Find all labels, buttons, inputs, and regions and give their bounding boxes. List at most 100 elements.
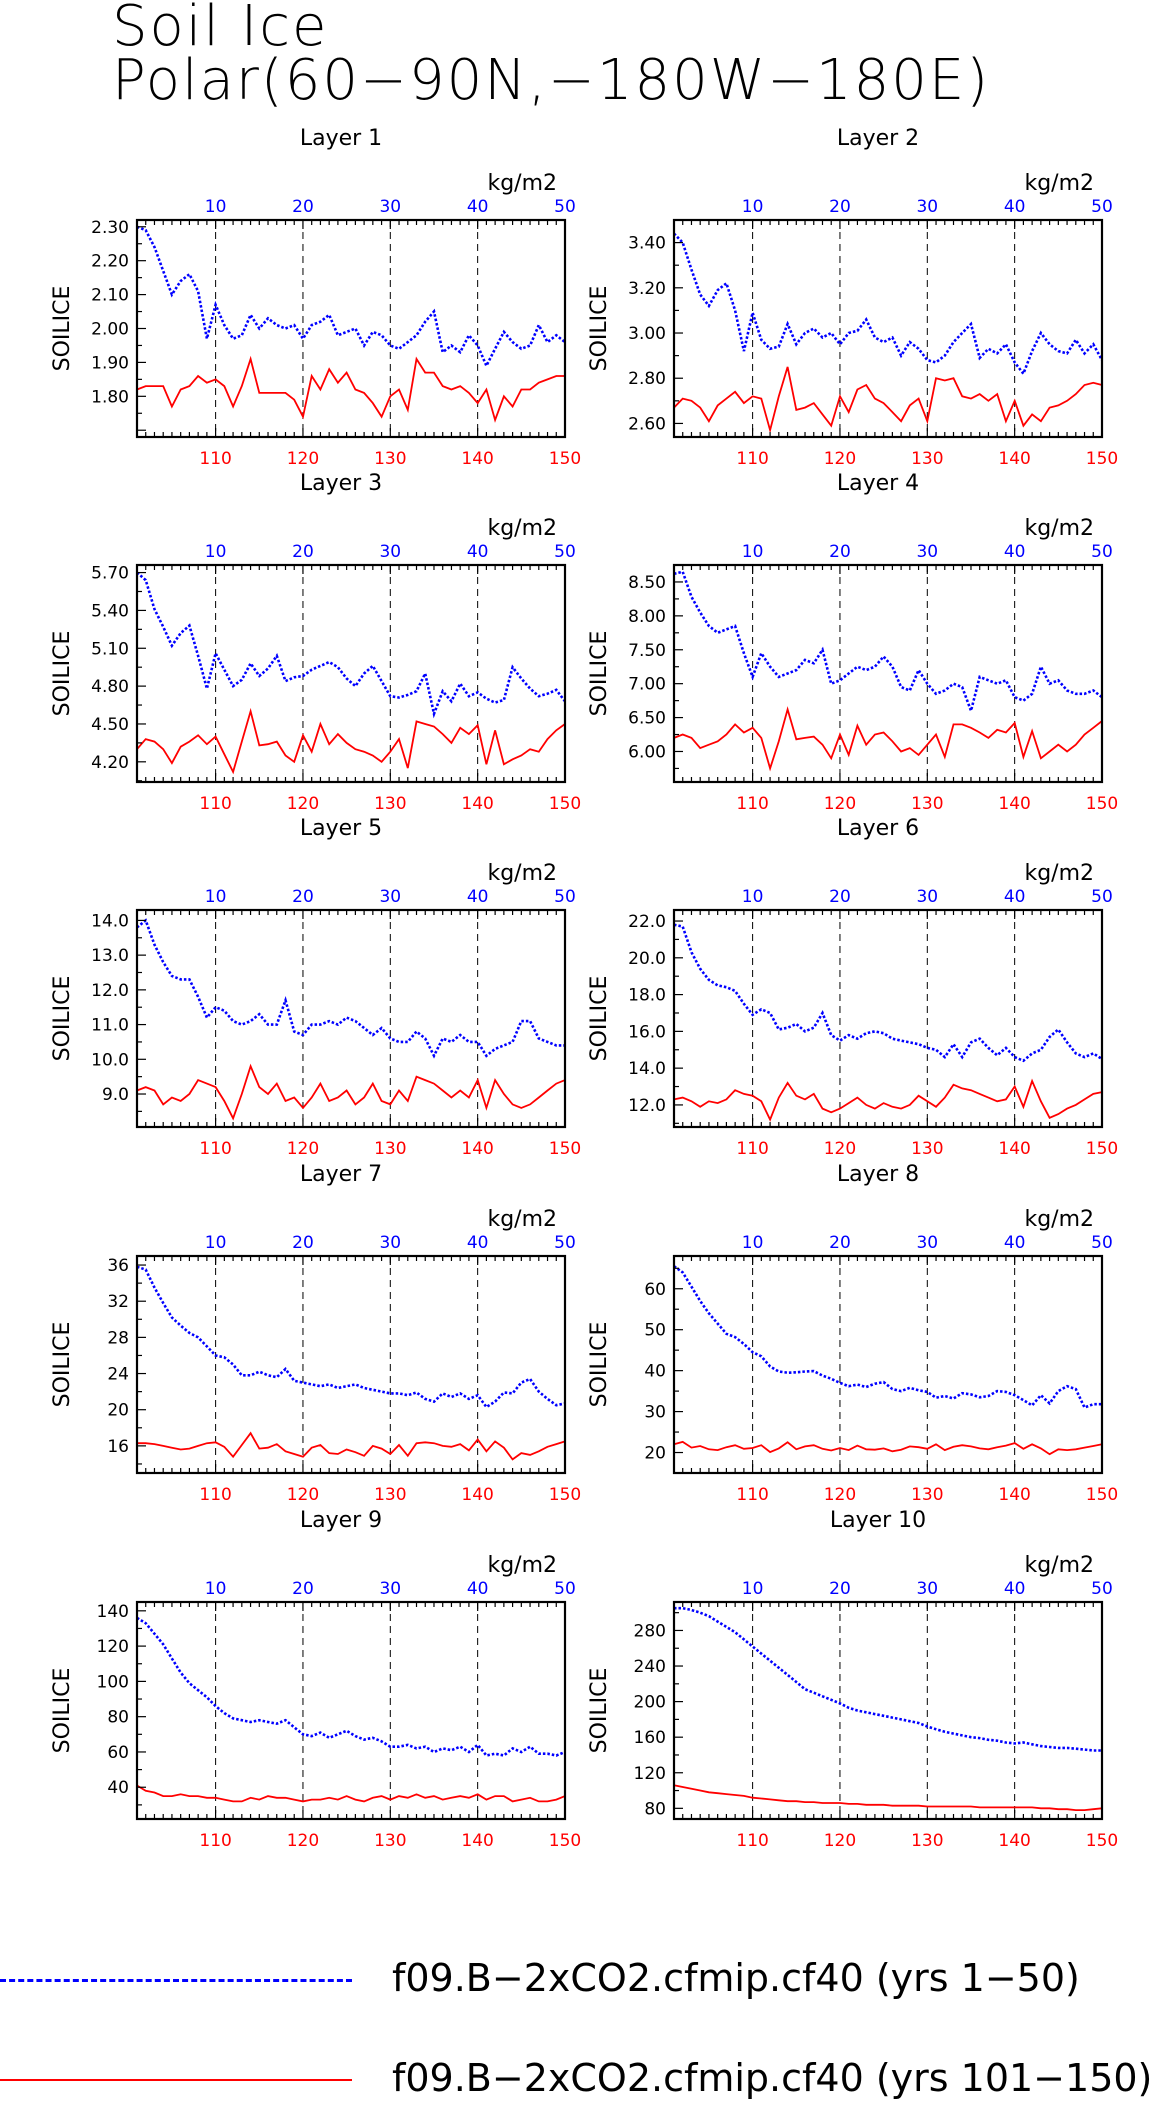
y-tick-label: 14.0: [628, 1059, 666, 1079]
y-tick-label: 24: [107, 1365, 129, 1385]
x-tick-label: 120: [287, 449, 319, 469]
y-tick-label: 160: [634, 1728, 666, 1748]
top-tick-label: 40: [467, 1579, 489, 1599]
legend-item-series-b: f09.B−2xCO2.cfmip.cf40 (yrs 101−150): [0, 2050, 1154, 2110]
x-tick-label: 110: [199, 1139, 231, 1159]
panel-title: Layer 4: [837, 471, 919, 496]
y-tick-label: 36: [107, 1256, 129, 1276]
chart-grid: Layer 1 kg/m2 110 120 130 140 150 10 20 30 40 50 1.8…: [50, 126, 1118, 1851]
x-tick-label: 140: [461, 449, 493, 469]
plot-frame: [672, 1600, 1104, 1821]
y-axis-label: SOILICE: [50, 1668, 75, 1754]
panel-9: Layer 9 kg/m2 110 120 130 140 150 10 20 30 40 50 40 6…: [50, 1508, 581, 1851]
x-tick-label: 140: [998, 1485, 1030, 1505]
top-tick-label: 10: [742, 1579, 764, 1599]
top-tick-label: 30: [379, 1233, 401, 1253]
y-tick-label: 40: [644, 1362, 666, 1382]
y-tick-label: 7.00: [628, 675, 666, 695]
x-tick-label: 120: [824, 449, 856, 469]
y-tick-label: 4.50: [91, 715, 129, 735]
legend-item-series-a: f09.B−2xCO2.cfmip.cf40 (yrs 1−50): [0, 1950, 1154, 2010]
x-tick-label: 140: [461, 1831, 493, 1851]
top-tick-label: 20: [292, 1579, 314, 1599]
x-tick-label: 120: [287, 1485, 319, 1505]
y-tick-label: 1.80: [91, 387, 129, 407]
top-tick-label: 10: [205, 542, 227, 562]
y-tick-label: 50: [644, 1321, 666, 1341]
y-tick-label: 18.0: [628, 986, 666, 1006]
top-tick-label: 50: [554, 1233, 576, 1253]
x-tick-label: 140: [998, 1139, 1030, 1159]
top-tick-label: 50: [554, 542, 576, 562]
y-tick-label: 2.80: [628, 369, 666, 389]
top-tick-label: 10: [742, 1233, 764, 1253]
panel-title: Layer 6: [837, 816, 919, 841]
panel-6: Layer 6 kg/m2 110 120 130 140 150 10 20 30 40 50 12.…: [587, 816, 1118, 1159]
panel-7: Layer 7 kg/m2 110 120 130 140 150 10 20 30 40 50 16 2…: [50, 1162, 581, 1505]
x-tick-label: 130: [911, 1831, 943, 1851]
top-tick-label: 50: [554, 887, 576, 907]
panel-title: Layer 8: [837, 1162, 919, 1187]
top-axis-unit: kg/m2: [1024, 1207, 1094, 1232]
y-tick-label: 80: [644, 1799, 666, 1819]
panel-8: Layer 8 kg/m2 110 120 130 140 150 10 20 30 40 50 20 3…: [587, 1162, 1118, 1505]
x-tick-label: 110: [736, 1831, 768, 1851]
y-tick-label: 2.60: [628, 414, 666, 434]
y-tick-label: 120: [634, 1764, 666, 1784]
x-tick-label: 130: [374, 449, 406, 469]
y-tick-label: 7.50: [628, 641, 666, 661]
panel-title: Layer 10: [830, 1508, 926, 1533]
y-tick-label: 1.90: [91, 353, 129, 373]
x-tick-label: 130: [374, 1485, 406, 1505]
top-axis-unit: kg/m2: [487, 171, 557, 196]
series-line-yrs-101-150: [673, 1440, 1103, 1456]
series-line-yrs-101-150: [136, 355, 565, 423]
legend-label-series-a: f09.B−2xCO2.cfmip.cf40 (yrs 1−50): [392, 1956, 1080, 2000]
y-tick-label: 22.0: [628, 912, 666, 932]
x-tick-label: 150: [549, 794, 581, 814]
y-axis-label: SOILICE: [50, 1322, 75, 1408]
series-line-yrs-101-150: [673, 366, 1103, 434]
x-tick-label: 150: [1086, 1485, 1118, 1505]
legend-swatch-solid: [0, 2079, 352, 2081]
top-tick-label: 40: [467, 1233, 489, 1253]
y-tick-label: 12.0: [91, 981, 129, 1001]
x-tick-label: 110: [199, 1485, 231, 1505]
y-tick-label: 30: [644, 1403, 666, 1423]
top-axis-unit: kg/m2: [1024, 1553, 1094, 1578]
y-tick-label: 4.20: [91, 753, 129, 773]
series-line-yrs-1-50: [136, 1265, 566, 1409]
panel-title: Layer 5: [300, 816, 382, 841]
top-tick-label: 50: [1091, 1579, 1113, 1599]
y-tick-label: 8.50: [628, 573, 666, 593]
x-tick-label: 110: [199, 1831, 231, 1851]
y-tick-label: 6.50: [628, 709, 666, 729]
panel-title: Layer 9: [300, 1508, 382, 1533]
y-axis-label: SOILICE: [50, 286, 75, 372]
y-axis-label: SOILICE: [587, 976, 612, 1062]
x-tick-label: 140: [461, 1139, 493, 1159]
top-tick-label: 50: [554, 1579, 576, 1599]
series-line-yrs-101-150: [136, 707, 566, 775]
x-tick-label: 130: [374, 1139, 406, 1159]
panel-title: Layer 3: [300, 471, 382, 496]
panel-2: Layer 2 kg/m2 110 120 130 140 150 10 20 30 40 50 2.6…: [587, 126, 1118, 469]
y-tick-label: 10.0: [91, 1050, 129, 1070]
panel-title: Layer 2: [837, 126, 919, 151]
y-axis-label: SOILICE: [50, 631, 75, 717]
x-tick-label: 130: [911, 449, 943, 469]
panel-4: Layer 4 kg/m2 110 120 130 140 150 10 20 30 40 50 6.0…: [587, 471, 1118, 814]
plot-frame: [672, 218, 1104, 439]
x-tick-label: 120: [824, 794, 856, 814]
top-axis-unit: kg/m2: [1024, 516, 1094, 541]
y-axis-label: SOILICE: [587, 1668, 612, 1754]
figure-title-line1: Soil Ice: [112, 0, 329, 59]
y-tick-label: 60: [107, 1743, 129, 1763]
series-line-yrs-1-50: [673, 232, 1104, 377]
panel-title: Layer 7: [300, 1162, 382, 1187]
x-tick-label: 140: [998, 794, 1030, 814]
x-tick-label: 120: [287, 1139, 319, 1159]
y-tick-label: 4.80: [91, 677, 129, 697]
y-tick-label: 5.10: [91, 639, 129, 659]
y-tick-label: 8.00: [628, 607, 666, 627]
